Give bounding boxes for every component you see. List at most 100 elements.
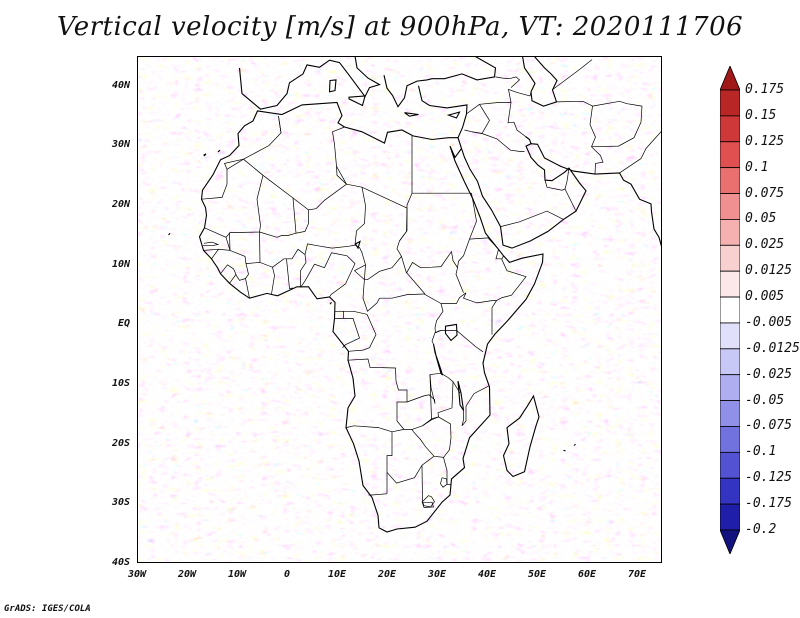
border-line — [201, 158, 244, 200]
sicily — [348, 95, 366, 107]
colorbar-label: 0.05 — [745, 211, 777, 227]
border-line — [591, 106, 643, 148]
reunion — [563, 449, 566, 452]
canary-islands — [203, 153, 207, 157]
border-line — [551, 59, 593, 91]
colorbar-swatch — [720, 503, 740, 531]
border-line — [556, 100, 593, 107]
border-line — [440, 477, 448, 488]
border-line — [225, 237, 247, 264]
colorbar-label: 0.0125 — [745, 263, 792, 279]
border-line — [245, 262, 261, 299]
border-line — [422, 495, 435, 508]
border-line — [220, 264, 237, 284]
border-line — [345, 425, 405, 433]
border-line — [434, 303, 444, 334]
border-line — [335, 310, 368, 315]
border-line — [429, 374, 432, 420]
colorbar-swatch — [720, 477, 740, 505]
border-line — [592, 100, 643, 107]
border-line — [224, 158, 244, 170]
border-line — [437, 372, 454, 417]
border-line — [441, 292, 498, 335]
lake-tanganyika — [432, 343, 444, 376]
levant-coastline — [417, 85, 468, 138]
border-line — [421, 465, 434, 508]
colorbar-label: 0.005 — [745, 289, 785, 305]
border-line — [353, 187, 402, 281]
lon-label: 60E — [577, 569, 597, 580]
lon-label: 20E — [377, 569, 397, 580]
lat-label: 30N — [111, 139, 130, 151]
border-line — [362, 264, 442, 312]
colorbar-swatch — [720, 296, 740, 324]
colorbar-swatch — [720, 219, 740, 246]
colorbar-swatch — [720, 451, 740, 479]
border-line — [203, 241, 220, 247]
border-line — [508, 88, 532, 103]
madagascar — [502, 394, 540, 478]
border-line — [211, 232, 231, 260]
colorbar-label: -0.005 — [745, 314, 792, 330]
border-line — [468, 193, 499, 250]
border-line — [495, 249, 527, 301]
colorbar-swatch — [720, 374, 740, 401]
crete — [404, 112, 419, 117]
colorbar-label: -0.075 — [745, 418, 792, 434]
colorbar-swatch — [720, 400, 740, 427]
border-line — [471, 131, 525, 152]
lat-label: 40N — [111, 79, 130, 91]
lat-label: 20S — [111, 437, 130, 449]
colorbar-label: 0.1 — [745, 159, 769, 175]
colorbar-swatch — [720, 193, 740, 220]
country-borders — [201, 59, 662, 508]
border-line — [406, 272, 426, 295]
colorbar-label: -0.05 — [745, 392, 785, 408]
colorbar-label: 0.125 — [745, 133, 785, 149]
border-line — [457, 238, 470, 268]
lon-label: 0 — [283, 569, 291, 580]
border-line — [619, 130, 662, 174]
colorbar-label: -0.2 — [745, 522, 777, 537]
border-line — [342, 318, 360, 348]
footer-credit: GrADS: IGES/COLA — [4, 604, 91, 614]
lon-label: 30W — [127, 569, 147, 580]
lon-label: 50E — [527, 569, 547, 580]
border-line — [396, 416, 439, 430]
border-line — [457, 137, 462, 149]
border-line — [292, 197, 309, 234]
lon-label: 20W — [177, 569, 197, 580]
colorbar-swatch — [720, 529, 740, 554]
gulf-coastline — [525, 136, 532, 144]
colorbar-swatch — [720, 244, 740, 272]
europe-coastline — [238, 56, 381, 110]
lon-label: 70E — [627, 569, 647, 580]
lon-label: 40E — [477, 569, 497, 580]
border-line — [348, 314, 377, 352]
lat-label: 40S — [111, 557, 130, 568]
colorbar-label: 0.175 — [745, 82, 785, 97]
lat-label: 20N — [111, 199, 130, 211]
lon-label: 10E — [327, 569, 347, 580]
border-line — [452, 381, 461, 394]
border-line — [347, 358, 408, 421]
balkan-coastline — [383, 74, 433, 108]
colorbar-label: -0.125 — [745, 470, 792, 486]
lake-victoria — [444, 323, 458, 342]
border-line — [466, 102, 526, 137]
lat-label: 10S — [111, 378, 130, 390]
lon-label: 10W — [227, 569, 247, 580]
colorbar — [720, 66, 740, 554]
colorbar-swatch — [720, 348, 740, 376]
border-line — [441, 330, 484, 353]
border-line — [461, 385, 490, 427]
colorbar-swatch — [720, 141, 740, 169]
border-line — [286, 258, 294, 290]
border-line — [272, 248, 307, 288]
colorbar-swatch — [720, 115, 740, 143]
border-line — [235, 274, 246, 281]
colorbar-label: -0.0125 — [745, 340, 800, 356]
lat-label: 30S — [111, 497, 130, 509]
colorbar-swatch — [720, 426, 740, 453]
colorbar-label: -0.025 — [745, 366, 792, 382]
